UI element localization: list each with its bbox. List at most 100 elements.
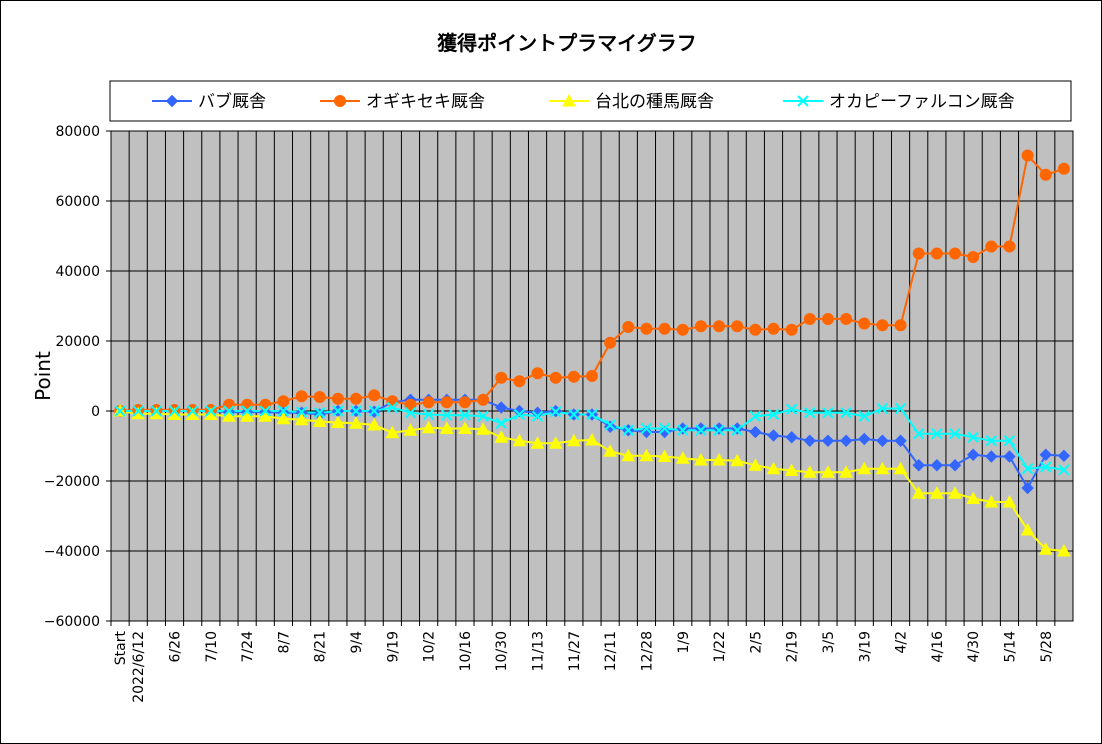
x-tick-label: 1/9 xyxy=(676,631,692,654)
data-point-series-4 xyxy=(513,408,526,421)
data-point-series-3 xyxy=(367,417,382,431)
data-point-series-2 xyxy=(894,319,907,332)
data-point-series-2 xyxy=(586,370,598,382)
data-point-series-4 xyxy=(1040,461,1052,473)
data-point-series-2 xyxy=(640,322,653,335)
data-point-series-3 xyxy=(585,433,599,446)
data-point-series-3 xyxy=(222,409,236,422)
data-point-series-4 xyxy=(132,405,144,417)
legend-swatch-marker xyxy=(797,95,809,107)
y-axis-ticks: 80000 60000 40000 20000 0 −20000 −40000 −60000 xyxy=(44,124,111,630)
data-point-series-3 xyxy=(930,486,944,499)
data-point-series-2 xyxy=(749,323,762,336)
data-point-series-4 xyxy=(277,405,290,417)
data-point-series-3 xyxy=(621,448,636,462)
data-point-series-3 xyxy=(802,465,817,478)
data-point-series-4 xyxy=(985,435,998,447)
data-point-series-4 xyxy=(295,406,308,418)
y-tick-label: 60000 xyxy=(55,194,100,210)
data-point-series-4 xyxy=(1058,464,1070,476)
data-point-series-1 xyxy=(821,434,835,447)
data-point-series-3 xyxy=(567,433,581,447)
data-point-series-4 xyxy=(568,408,580,421)
data-point-series-4 xyxy=(350,405,362,417)
data-point-series-4 xyxy=(259,405,271,417)
data-point-series-4 xyxy=(205,405,217,417)
data-point-series-3 xyxy=(821,465,835,478)
x-tick-label: 6/26 xyxy=(168,631,184,663)
data-point-series-4 xyxy=(459,409,471,421)
data-point-series-2 xyxy=(477,393,490,406)
data-point-series-4 xyxy=(150,405,163,417)
data-point-series-1 xyxy=(876,434,889,447)
data-point-series-4 xyxy=(223,405,235,417)
data-point-series-4 xyxy=(441,409,453,421)
data-point-series-1 xyxy=(495,401,508,414)
data-point-series-1 xyxy=(1021,481,1034,495)
data-point-series-4 xyxy=(241,405,253,417)
x-tick-label: 2/19 xyxy=(785,631,801,662)
data-point-series-1 xyxy=(985,450,998,463)
data-point-series-3 xyxy=(1038,542,1053,555)
x-tick-label: 4/2 xyxy=(894,631,910,654)
data-point-series-3 xyxy=(385,425,400,439)
data-point-series-1 xyxy=(1039,448,1052,461)
chart-title: 獲得ポイントプラマイグラフ xyxy=(437,31,697,55)
x-axis-ticks: Start 2022/6/12 6/26 7/10 7/24 8/7 8/21 9/4 9/19… xyxy=(110,621,1056,703)
data-point-series-2 xyxy=(531,367,544,380)
data-point-series-4 xyxy=(913,428,925,440)
data-point-series-2 xyxy=(912,247,925,260)
data-point-series-2 xyxy=(767,322,780,335)
data-point-series-1 xyxy=(658,425,671,439)
x-tick-label: 10/2 xyxy=(422,631,438,662)
data-point-series-2 xyxy=(458,396,471,409)
legend-swatch-marker xyxy=(165,94,179,108)
x-tick-label: 4/30 xyxy=(966,631,982,662)
data-point-series-2 xyxy=(840,312,853,325)
data-point-series-3 xyxy=(712,452,726,466)
x-tick-label: 5/14 xyxy=(1002,631,1018,663)
data-point-series-2 xyxy=(295,390,308,403)
data-point-series-3 xyxy=(603,444,617,457)
series-markers xyxy=(113,149,1071,557)
x-tick-label: 8/7 xyxy=(276,631,292,654)
y-tick-label: −60000 xyxy=(44,614,100,630)
data-point-series-4 xyxy=(404,407,417,419)
data-point-series-3 xyxy=(331,415,345,429)
data-point-series-2 xyxy=(731,320,744,333)
data-point-series-2 xyxy=(785,323,798,336)
x-tick-label: 3/5 xyxy=(821,631,837,654)
x-tick-label: 12/11 xyxy=(603,631,619,671)
data-point-series-4 xyxy=(858,410,870,422)
x-tick-label: 9/4 xyxy=(349,631,365,654)
data-point-series-1 xyxy=(1057,449,1071,463)
data-point-series-4 xyxy=(622,424,635,436)
data-point-series-4 xyxy=(894,402,907,415)
data-point-series-2 xyxy=(495,371,508,384)
data-point-series-2 xyxy=(604,336,617,349)
data-point-series-3 xyxy=(403,423,418,436)
data-point-series-3 xyxy=(1057,543,1071,557)
data-point-series-4 xyxy=(495,417,507,429)
data-point-series-2 xyxy=(876,319,889,332)
x-tick-label: 2/5 xyxy=(748,631,764,654)
data-point-series-3 xyxy=(530,436,545,449)
data-point-series-3 xyxy=(657,449,672,462)
data-point-series-1 xyxy=(930,459,944,472)
data-point-series-1 xyxy=(839,434,853,447)
data-point-series-4 xyxy=(731,424,743,436)
data-point-series-2 xyxy=(694,320,707,333)
data-point-series-3 xyxy=(548,436,563,449)
data-point-series-1 xyxy=(894,434,907,447)
data-point-series-4 xyxy=(549,405,562,418)
data-point-series-1 xyxy=(640,425,653,439)
y-tick-label: 40000 xyxy=(55,264,100,280)
data-point-series-3 xyxy=(911,486,926,499)
legend-label: オギキセキ厩舎 xyxy=(366,92,485,112)
gridlines xyxy=(111,130,1073,622)
data-point-series-4 xyxy=(531,410,544,422)
data-point-series-3 xyxy=(730,453,745,467)
legend-swatch-marker xyxy=(334,95,346,107)
legend-swatch-marker xyxy=(562,93,576,107)
